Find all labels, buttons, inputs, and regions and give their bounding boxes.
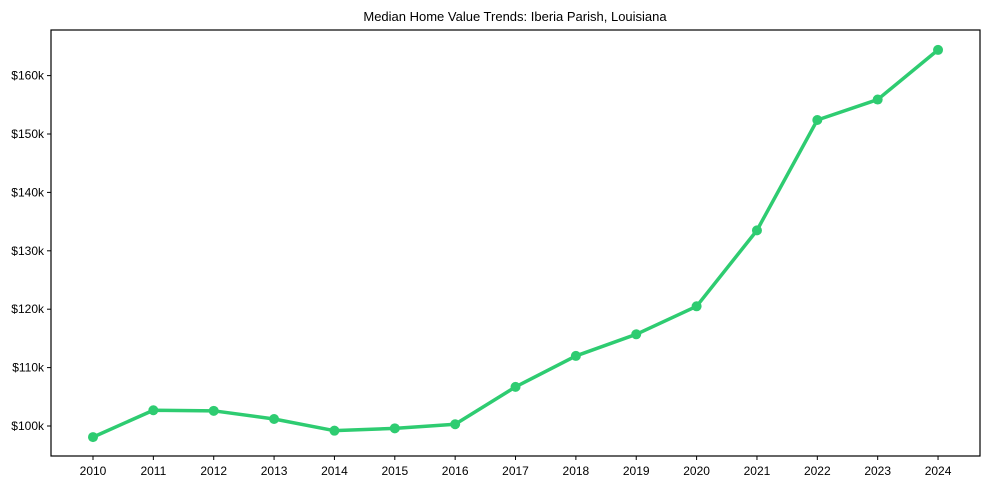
y-tick-label: $110k: [12, 361, 45, 375]
x-tick-label: 2014: [321, 464, 348, 478]
x-tick-label: 2023: [864, 464, 891, 478]
y-axis: $100k $110k $120k $130k $140k $150k $160k: [11, 69, 51, 433]
x-tick-label: 2011: [140, 464, 166, 478]
data-point-marker: [872, 94, 883, 105]
x-tick-label: 2012: [200, 464, 227, 478]
data-point-marker: [631, 329, 642, 340]
data-point-marker: [329, 425, 340, 436]
data-point-marker: [812, 114, 823, 125]
y-tick-label: $120k: [11, 302, 45, 316]
data-point-marker: [691, 301, 702, 312]
data-point-marker: [269, 413, 280, 424]
x-tick-label: 2010: [80, 464, 107, 478]
data-point-marker: [933, 44, 944, 55]
data-point-marker: [88, 432, 98, 443]
data-point-marker: [208, 405, 219, 416]
x-tick-label: 2013: [261, 464, 288, 478]
x-tick-label: 2021: [744, 464, 771, 478]
x-tick-label: 2022: [804, 464, 831, 478]
x-tick-label: 2017: [502, 464, 529, 478]
plot-area-frame: [50, 29, 981, 457]
y-tick-label: $160k: [11, 69, 45, 83]
data-series: [88, 44, 944, 443]
chart-title: Median Home Value Trends: Iberia Parish,…: [363, 9, 667, 24]
data-point-marker: [510, 381, 521, 392]
x-tick-label: 2015: [381, 464, 408, 478]
x-tick-label: 2020: [683, 464, 710, 478]
y-tick-label: $140k: [11, 185, 45, 199]
y-tick-label: $130k: [11, 244, 45, 258]
x-axis: 2010 2011 2012 2013 2014 2015 2016 2017 2018 2019…: [80, 456, 952, 478]
data-point-marker: [389, 423, 400, 434]
series-line: [91, 48, 940, 439]
x-tick-label: 2019: [623, 464, 650, 478]
x-tick-label: 2018: [563, 464, 590, 478]
y-tick-label: $150k: [11, 127, 45, 141]
data-point-marker: [751, 225, 762, 236]
x-tick-label: 2016: [442, 464, 469, 478]
data-point-marker: [148, 405, 159, 416]
y-tick-label: $100k: [11, 419, 45, 433]
data-point-marker: [450, 419, 461, 430]
x-tick-label: 2024: [925, 464, 952, 478]
data-point-marker: [570, 350, 581, 361]
